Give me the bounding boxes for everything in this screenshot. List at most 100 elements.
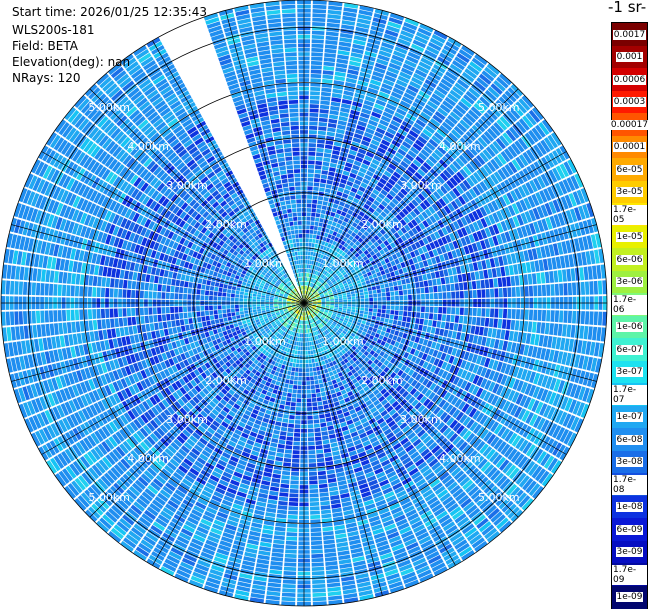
ray-gate	[456, 331, 462, 340]
ray-gate	[338, 305, 343, 308]
ray-gate	[347, 176, 355, 183]
ray-gate	[307, 291, 310, 295]
ray-gate	[540, 272, 546, 284]
ray-gate	[393, 50, 406, 59]
ray-gate	[335, 62, 348, 69]
ray-gate	[493, 318, 498, 328]
ray-gate	[282, 391, 288, 397]
ray-gate	[379, 46, 393, 54]
ray-gate	[281, 596, 296, 602]
ray-gate	[365, 200, 373, 207]
ray-gate	[359, 289, 364, 293]
ray-gate	[563, 283, 568, 296]
ray-gate	[446, 291, 451, 299]
ray-gate	[277, 509, 288, 515]
ray-gate	[267, 455, 276, 461]
ray-gate	[268, 450, 276, 456]
ray-gate	[289, 380, 294, 385]
ray-gate	[388, 282, 394, 287]
ray-gate	[331, 97, 342, 103]
ray-gate	[471, 57, 485, 69]
ray-gate	[381, 139, 391, 147]
ray-gate	[281, 364, 286, 370]
ray-gate	[351, 222, 358, 228]
ray-gate	[380, 330, 386, 336]
ray-gate	[359, 167, 367, 174]
ray-gate	[295, 363, 300, 368]
ray-gate	[278, 500, 288, 506]
ray-gate	[384, 29, 399, 38]
ray-gate	[429, 96, 441, 107]
ray-gate	[485, 308, 490, 317]
ray-gate	[418, 324, 423, 331]
ray-gate	[292, 445, 300, 450]
ray-gate	[273, 469, 282, 475]
ray-gate	[328, 433, 336, 439]
ray-gate	[305, 290, 307, 295]
ray-gate	[306, 264, 309, 269]
ray-gate	[279, 488, 289, 493]
ray-gate	[390, 159, 400, 167]
ray-gate	[392, 265, 398, 271]
ray-gate	[580, 311, 586, 325]
ray-gate	[381, 83, 393, 91]
ray-gate	[294, 350, 298, 355]
ray-gate	[364, 298, 369, 302]
ray-gate	[325, 303, 330, 305]
ray-gate	[310, 65, 322, 70]
ray-gate	[368, 275, 374, 280]
ray-gate	[347, 296, 352, 300]
ray-gate	[317, 262, 321, 267]
ray-gate	[315, 445, 323, 450]
ray-gate	[326, 376, 332, 382]
ray-gate	[504, 330, 510, 341]
ray-gate	[334, 373, 340, 379]
ray-gate	[340, 240, 346, 246]
ray-gate	[320, 509, 331, 515]
ray-gate	[375, 99, 387, 107]
ray-gate	[415, 118, 426, 128]
ray-gate	[283, 414, 289, 419]
ray-gate	[584, 281, 590, 295]
ray-gate	[513, 331, 519, 342]
ray-gate	[330, 225, 336, 231]
ray-gate	[274, 425, 281, 431]
ray-gate	[333, 217, 339, 223]
ray-gate	[265, 512, 276, 518]
ray-gate	[450, 315, 455, 323]
ray-gate	[357, 120, 367, 127]
ray-gate	[397, 320, 402, 326]
ray-gate	[311, 545, 323, 550]
ray-gate	[324, 148, 332, 154]
ray-gate	[428, 138, 439, 148]
ray-gate	[306, 389, 311, 394]
ray-gate	[306, 277, 309, 282]
ray-gate	[377, 123, 388, 131]
ray-gate	[447, 114, 458, 125]
ray-gate	[525, 333, 532, 345]
ray-gate	[290, 406, 296, 411]
ray-gate	[275, 421, 282, 427]
ray-gate	[332, 203, 339, 209]
ray-gate	[436, 128, 447, 138]
ray-gate	[366, 123, 377, 131]
ray-gate	[289, 497, 299, 502]
ray-gate	[299, 355, 303, 360]
ray-gate	[301, 329, 304, 334]
ray-gate	[306, 394, 312, 398]
ray-gate	[419, 132, 430, 141]
ray-gate	[546, 310, 551, 322]
ray-gate	[385, 292, 391, 297]
ray-gate	[321, 435, 329, 441]
ray-gate	[330, 300, 335, 303]
ray-gate	[319, 492, 329, 497]
ray-gate	[279, 492, 289, 497]
ray-gate	[347, 209, 354, 216]
ray-gate	[294, 419, 301, 424]
ray-gate	[356, 22, 370, 29]
ray-gate	[406, 133, 417, 142]
ray-gate	[388, 62, 401, 71]
ray-gate	[396, 263, 402, 270]
ray-gate	[327, 586, 341, 592]
ray-gate	[313, 423, 320, 428]
